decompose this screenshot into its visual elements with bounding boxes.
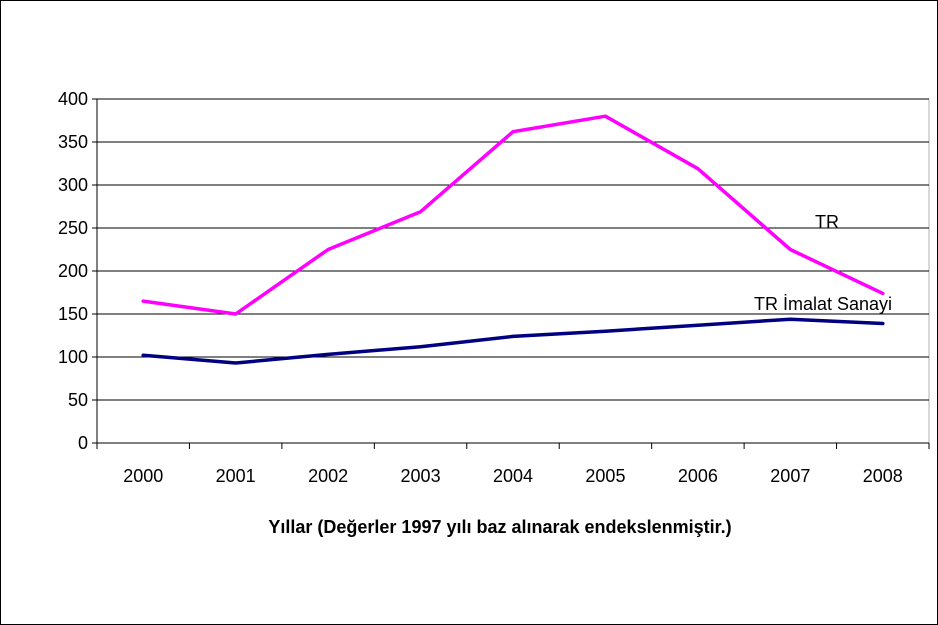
y-tick-label: 0 [78,433,88,453]
y-tick-label: 200 [58,261,88,281]
y-tick-label: 150 [58,304,88,324]
x-tick-label: 2005 [585,466,625,486]
x-axis-ticks: 2000 2001 2002 2003 2004 2005 2006 2007 2008 [96,443,930,486]
y-tick-label: 350 [58,132,88,152]
series-label-tr: TR [815,212,839,232]
x-tick-label: 2008 [863,466,903,486]
y-tick-label: 300 [58,175,88,195]
x-axis-title: Yıllar (Değerler 1997 yılı baz alınarak … [268,517,731,537]
x-tick-label: 2007 [770,466,810,486]
x-tick-label: 2004 [493,466,533,486]
x-tick-label: 2001 [216,466,256,486]
gridlines [97,98,929,401]
series-label-tr-imalat-sanayi: TR İmalat Sanayi [754,294,892,314]
x-tick-label: 2006 [678,466,718,486]
series-line-0 [141,114,885,316]
series-line-1 [141,317,885,365]
x-tick-label: 2003 [401,466,441,486]
y-tick-label: 50 [68,390,88,410]
y-tick-label: 100 [58,347,88,367]
x-tick-label: 2002 [308,466,348,486]
series-lines [141,114,885,365]
x-tick-label: 2000 [123,466,163,486]
y-tick-label: 250 [58,218,88,238]
y-tick-label: 400 [58,89,88,109]
y-axis-ticks: 0 50 100 150 200 250 300 350 400 [58,89,97,453]
